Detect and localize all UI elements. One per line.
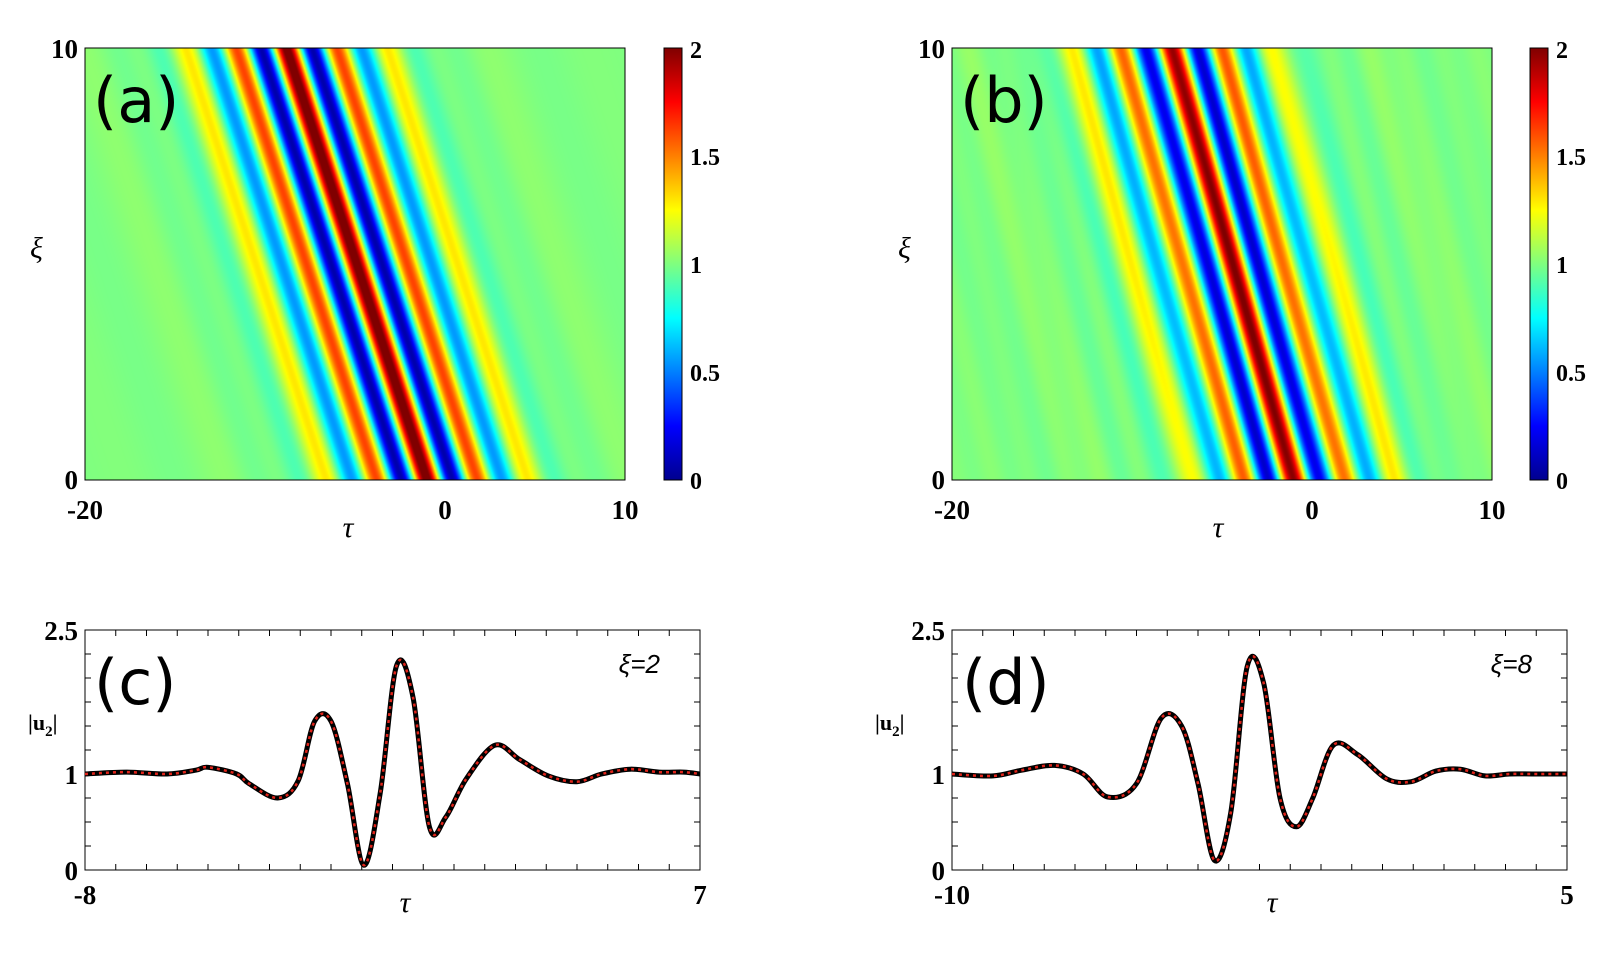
y-label-d: |u2| xyxy=(875,710,904,740)
panel-label-d: (d) xyxy=(962,646,1050,719)
y-tick-b-top: 10 xyxy=(918,34,945,64)
y-label-c: |u2| xyxy=(28,710,57,740)
note-d: ξ=8 xyxy=(1491,649,1533,679)
x-tick-d-left: -10 xyxy=(934,880,970,910)
colorbar-a-tick-0: 0 xyxy=(690,469,702,495)
panel-b: (b) 10 0 ξ -20 0 10 τ 0 0.5 1 1.5 2 xyxy=(898,34,1586,544)
heatmap-b-frame xyxy=(951,47,1493,481)
y-tick-d-0: 0 xyxy=(932,856,946,886)
y-label-c-sub: 2 xyxy=(45,724,53,740)
colorbar-a-tick-15: 1.5 xyxy=(690,145,720,171)
y-tick-b-bottom: 0 xyxy=(932,465,946,495)
x-tick-a-right: 10 xyxy=(612,495,639,525)
x-tick-a-left: -20 xyxy=(67,495,103,525)
colorbar-a xyxy=(663,47,683,481)
colorbar-b-tick-1: 1 xyxy=(1556,253,1568,279)
heatmap-a-image xyxy=(85,48,625,480)
curve-c-simulation xyxy=(84,657,701,868)
x-tick-d-right: 5 xyxy=(1560,880,1574,910)
panel-c: (c) ξ=2 2.5 1 0 |u2| -8 7 τ xyxy=(28,616,707,919)
x-label-b: τ xyxy=(1213,511,1225,544)
x-tick-c-left: -8 xyxy=(74,880,97,910)
x-tick-b-left: -20 xyxy=(934,495,970,525)
x-tick-a-mid: 0 xyxy=(438,495,452,525)
y-tick-c-1: 1 xyxy=(65,760,79,790)
colorbar-a-tick-05: 0.5 xyxy=(690,361,720,387)
y-label-d-sub: 2 xyxy=(892,724,900,740)
y-tick-a-bottom: 0 xyxy=(65,465,79,495)
x-tick-b-right: 10 xyxy=(1479,495,1506,525)
x-label-a: τ xyxy=(343,511,355,544)
colorbar-b-tick-05: 0.5 xyxy=(1556,361,1586,387)
panel-label-b: (b) xyxy=(960,64,1048,137)
x-label-c: τ xyxy=(400,886,412,919)
y-tick-d-1: 1 xyxy=(932,760,946,790)
curve-c-theory xyxy=(84,658,701,867)
plot-c-minor-ticks xyxy=(85,630,700,870)
panel-label-c: (c) xyxy=(94,646,176,719)
panel-d: (d) ξ=8 2.5 1 0 |u2| -10 5 τ xyxy=(875,616,1574,919)
colorbar-b-tick-2: 2 xyxy=(1556,38,1568,64)
curve-d-simulation xyxy=(951,653,1567,864)
plot-d-minor-ticks xyxy=(952,630,1567,870)
y-tick-d-25: 2.5 xyxy=(911,616,945,646)
x-label-d: τ xyxy=(1267,886,1279,919)
colorbar-b-tick-15: 1.5 xyxy=(1556,145,1586,171)
y-tick-c-0: 0 xyxy=(65,856,79,886)
colorbar-b xyxy=(1529,47,1549,481)
x-tick-c-right: 7 xyxy=(693,880,707,910)
y-label-a: ξ xyxy=(30,232,43,265)
colorbar-a-tick-1: 1 xyxy=(690,253,702,279)
y-label-b: ξ xyxy=(898,232,911,265)
y-tick-a-top: 10 xyxy=(51,34,78,64)
colorbar-a-tick-2: 2 xyxy=(690,38,702,64)
panel-label-a: (a) xyxy=(93,64,179,137)
colorbar-b-tick-0: 0 xyxy=(1556,469,1568,495)
plot-c-frame xyxy=(84,629,701,871)
x-tick-b-mid: 0 xyxy=(1305,495,1319,525)
y-tick-c-25: 2.5 xyxy=(44,616,78,646)
heatmap-b-image xyxy=(952,48,1492,480)
panel-a: (a) 10 0 ξ -20 0 10 τ 0 0.5 1 1.5 2 xyxy=(30,34,720,544)
heatmap-a-frame xyxy=(84,47,626,481)
note-c: ξ=2 xyxy=(619,649,661,679)
